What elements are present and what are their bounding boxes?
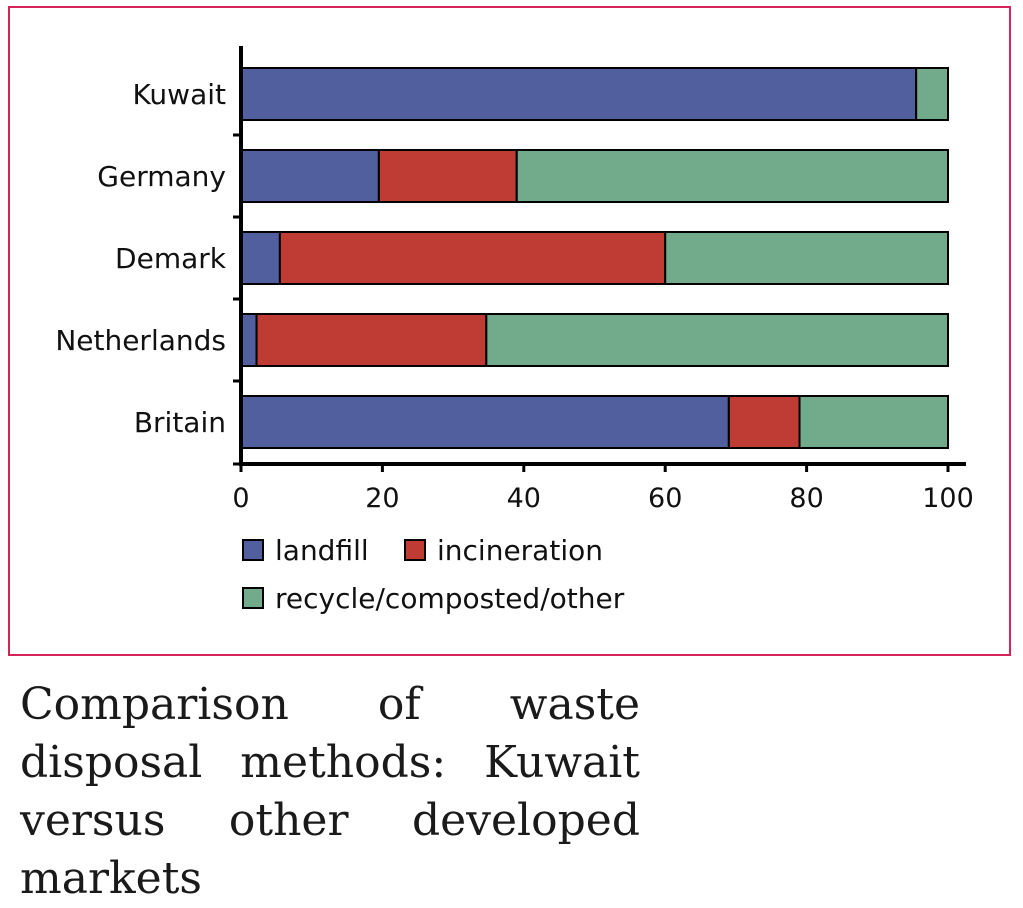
- x-tick-label: 100: [922, 483, 974, 514]
- legend-swatch: [242, 539, 264, 561]
- category-label: Demark: [115, 242, 227, 275]
- bar-germany-recycle: [515, 149, 949, 203]
- category-label: Germany: [97, 160, 226, 193]
- legend: landfill incineration recycle/composted/ot…: [242, 534, 625, 615]
- legend-label: landfill: [275, 534, 369, 567]
- x-tick-label: 0: [232, 483, 249, 514]
- legend-label: recycle/composted/other: [275, 582, 625, 615]
- bar-kuwait-landfill: [240, 67, 918, 121]
- bar-kuwait-recycle: [915, 67, 949, 121]
- bar-demark-recycle: [664, 231, 949, 285]
- axes-group: [233, 46, 966, 472]
- category-label: Britain: [134, 406, 226, 439]
- bar-netherlands-recycle: [485, 313, 949, 367]
- category-labels: Kuwait Germany Demark Netherlands Britain: [55, 78, 226, 439]
- bar-britain-landfill: [240, 395, 730, 449]
- bar-demark-landfill: [240, 231, 281, 285]
- bar-netherlands-landfill: [240, 313, 258, 367]
- bar-demark-incineration: [278, 231, 667, 285]
- stacked-bar-chart: Kuwait Germany Demark Netherlands Britain 0 2…: [55, 46, 974, 615]
- x-tick-label: 40: [507, 483, 541, 514]
- bars-group: [240, 67, 950, 449]
- x-tick-label: 60: [648, 483, 682, 514]
- x-tick-label: 80: [789, 483, 823, 514]
- legend-swatch: [242, 587, 264, 609]
- figure-caption: Comparison of waste disposal methods: Ku…: [20, 679, 640, 904]
- bar-netherlands-incineration: [255, 313, 488, 367]
- x-tick-labels: 0 20 40 60 80 100: [232, 483, 973, 514]
- bar-germany-landfill: [240, 149, 380, 203]
- bar-britain-incineration: [727, 395, 801, 449]
- x-tick-label: 20: [365, 483, 399, 514]
- legend-swatch: [404, 539, 426, 561]
- legend-label: incineration: [437, 534, 603, 567]
- bar-britain-recycle: [798, 395, 950, 449]
- category-label: Netherlands: [55, 324, 226, 357]
- bar-germany-incineration: [377, 149, 518, 203]
- category-label: Kuwait: [132, 78, 226, 111]
